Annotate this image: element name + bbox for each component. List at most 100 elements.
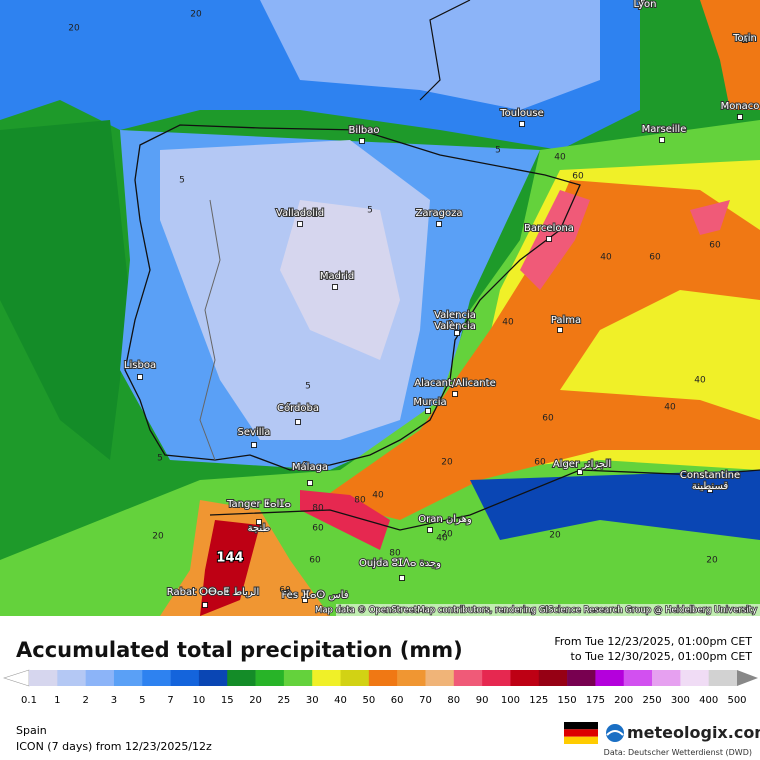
city-marker: [297, 221, 303, 227]
legend-swatch: [368, 670, 398, 686]
legend-label: 25: [278, 695, 291, 706]
legend-swatch: [510, 670, 540, 686]
contour-label: 40: [694, 376, 706, 386]
contour-label: 40: [664, 403, 676, 413]
legend-label: 300: [671, 695, 690, 706]
city-marker: [707, 487, 713, 493]
city-marker: [640, 0, 646, 5]
legend-swatch: [538, 670, 568, 686]
city-label: Tanger ⵟⴰⵏⵊⴰ: [226, 499, 291, 510]
city-label: Rabat ⵔⴱⴰⵟ الرباط: [167, 587, 259, 598]
city-marker: [307, 480, 313, 486]
field-green: [0, 120, 130, 460]
legend-label: 90: [476, 695, 489, 706]
city-label: Alacant/Alicante: [414, 378, 495, 389]
field-pale: [280, 200, 400, 360]
contour-label: 60: [279, 586, 291, 596]
legend-label: 10: [193, 695, 206, 706]
city-label: Valladolid: [276, 208, 324, 219]
city-marker: [742, 37, 748, 43]
contour-label: 20: [152, 532, 164, 542]
city-label: Zaragoza: [415, 208, 462, 219]
field-lightblue: [260, 0, 600, 110]
legend-swatch: [85, 670, 115, 686]
city-marker: [425, 408, 431, 414]
city-marker: [427, 527, 433, 533]
legend-label: 60: [391, 695, 404, 706]
footer-panel: Accumulated total precipitation (mm) Fro…: [0, 616, 760, 760]
city-marker: [436, 221, 442, 227]
attribution-bg: [336, 604, 760, 616]
city-marker: [659, 137, 665, 143]
legend-label: 3: [111, 695, 117, 706]
city-marker: [295, 419, 301, 425]
brand[interactable]: meteologix.com: [627, 723, 760, 742]
city-label: Bilbao: [348, 125, 379, 136]
city-marker: [519, 121, 525, 127]
city-marker: [137, 374, 143, 380]
city-marker: [452, 391, 458, 397]
contour-label: 5: [367, 206, 373, 216]
field-orange: [320, 180, 760, 520]
field-pink: [690, 200, 730, 235]
legend-label: 400: [699, 695, 718, 706]
max-label: 144: [216, 551, 243, 566]
contour-label: 60: [709, 241, 721, 251]
flag: [564, 722, 598, 744]
coastline: [124, 124, 581, 471]
contour-label: 60: [312, 524, 324, 534]
contour-label: 20: [441, 530, 453, 540]
legend-label: 15: [221, 695, 234, 706]
contour-label: 60: [572, 172, 584, 182]
city-label: Torin: [732, 33, 757, 44]
legend-label: 70: [419, 695, 432, 706]
city-marker: [557, 327, 563, 333]
city-label: Valencia: [434, 310, 476, 321]
contour-label: 20: [706, 556, 718, 566]
contour-label: 40: [600, 253, 612, 263]
model-info: ICON (7 days) from 12/23/2025/12z: [16, 740, 212, 753]
legend-label: 2: [82, 695, 88, 706]
legend-label: 250: [642, 695, 661, 706]
city-marker: [454, 330, 460, 336]
contour-label: 20: [190, 10, 202, 20]
contour-label: 5: [179, 176, 185, 186]
contour-label: 40: [502, 318, 514, 328]
legend-swatch: [623, 670, 653, 686]
legend-swatch: [652, 670, 681, 686]
city-label: Oran وهران: [418, 514, 472, 525]
city-label: Málaga: [292, 461, 328, 473]
legend-swatch: [255, 670, 285, 686]
city-label: Monaco: [721, 101, 760, 112]
legend-label: 50: [362, 695, 375, 706]
legend-arrow-left: [3, 669, 30, 687]
city-label: Alger الجزائر: [553, 459, 611, 470]
field-red: [300, 490, 390, 550]
legend-label: 175: [586, 695, 605, 706]
legend-label: 5: [139, 695, 145, 706]
legend-swatch: [453, 670, 483, 686]
contour-label: 80: [312, 504, 324, 514]
border: [419, 0, 471, 101]
city-marker: [202, 602, 208, 608]
legend-swatch: [482, 670, 511, 686]
contour-label: 40: [372, 491, 384, 501]
contour-label: 5: [495, 146, 501, 156]
city-marker: [359, 138, 365, 144]
city-label: Palma: [551, 315, 581, 326]
legend: 0.1 1 2 3 5 7 10 15 20 25 30 40 50 60 70 80 90 100 125 150 1…: [3, 669, 758, 706]
city-label: Toulouse: [499, 108, 543, 119]
legend-swatch: [595, 670, 625, 686]
period-from: From Tue 12/23/2025, 01:00pm CET: [554, 635, 752, 648]
contour-label: 20: [549, 531, 561, 541]
legend-label: 150: [558, 695, 577, 706]
contour-label: 60: [542, 414, 554, 424]
legend-swatch: [708, 670, 738, 686]
city-marker: [302, 597, 308, 603]
contour-label: 40: [436, 534, 448, 544]
legend-label: 0.1: [21, 695, 37, 706]
city-marker: [332, 284, 338, 290]
legend-swatch: [170, 670, 200, 686]
city-label: Oujda ⵓⵊⴷⴰ وجدة: [359, 558, 441, 569]
